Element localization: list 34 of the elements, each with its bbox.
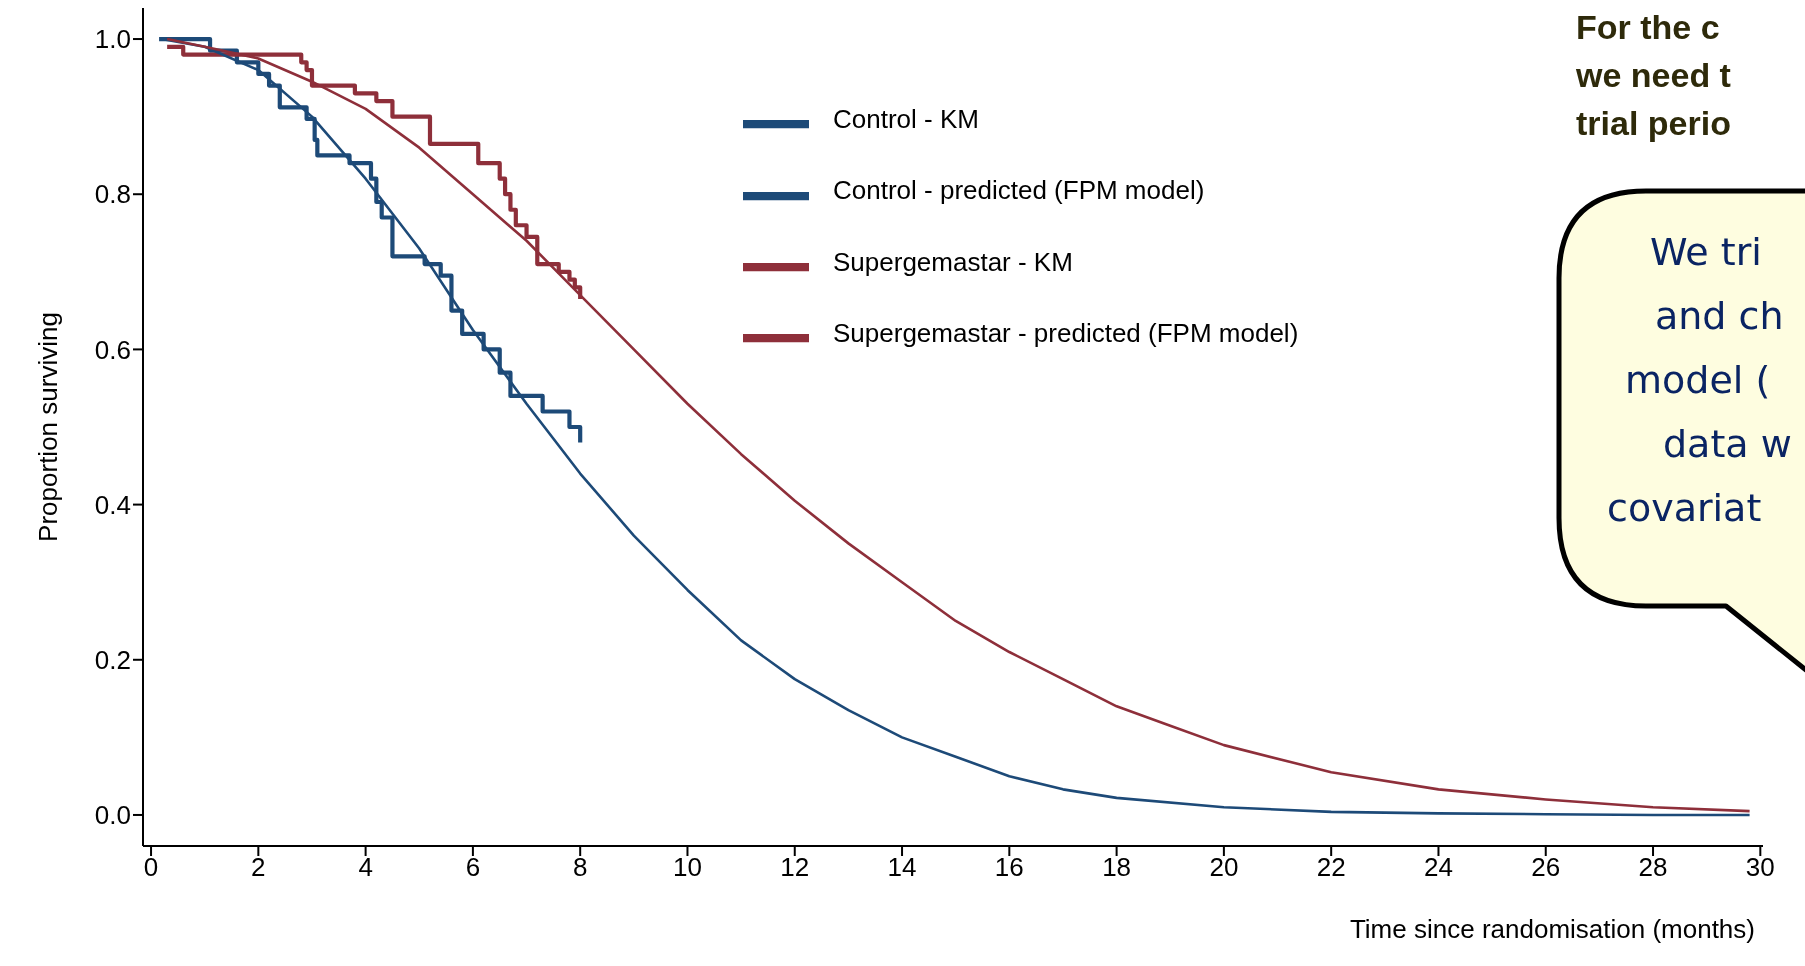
x-tick-label: 28: [1638, 852, 1668, 883]
x-tick-label: 20: [1209, 852, 1239, 883]
annotation: data w: [1663, 422, 1792, 466]
x-tick-label: 18: [1102, 852, 1132, 883]
annotation: covariat: [1607, 486, 1762, 530]
y-tick-label: 0.6: [94, 334, 131, 365]
x-tick-label: 22: [1316, 852, 1346, 883]
legend-label: Supergemastar - predicted (FPM model): [833, 317, 1299, 348]
y-tick-label: 0.0: [94, 800, 131, 831]
x-tick-label: 14: [887, 852, 917, 883]
y-tick-label: 0.8: [94, 179, 131, 210]
x-tick-label: 8: [572, 852, 588, 883]
x-tick-label: 10: [673, 852, 702, 883]
y-axis-title: Proportion surviving: [33, 312, 64, 542]
x-tick-label: 12: [780, 852, 810, 883]
legend-label: Supergemastar - KM: [833, 246, 1073, 277]
x-axis-title: Time since randomisation (months): [1349, 914, 1755, 944]
annotation: We tri: [1650, 230, 1762, 274]
x-tick-label: 0: [143, 852, 159, 883]
x-tick-label: 24: [1424, 852, 1453, 883]
x-tick-label: 26: [1531, 852, 1561, 883]
legend-label: Control - predicted (FPM model): [833, 175, 1205, 206]
x-tick-label: 4: [358, 852, 373, 883]
annotation: and ch: [1655, 294, 1784, 338]
x-tick-label: 2: [251, 852, 266, 883]
x-tick-label: 6: [465, 852, 481, 883]
x-tick-label: 30: [1745, 852, 1775, 883]
y-tick-label: 0.4: [94, 489, 131, 520]
x-tick-label: 16: [994, 852, 1024, 883]
annotation: model (: [1625, 358, 1771, 402]
legend-label: Control - KM: [833, 104, 979, 134]
y-tick-label: 1.0: [94, 24, 131, 55]
y-tick-label: 0.2: [94, 645, 131, 676]
text: For the c we need t trial perio: [1576, 8, 1731, 143]
